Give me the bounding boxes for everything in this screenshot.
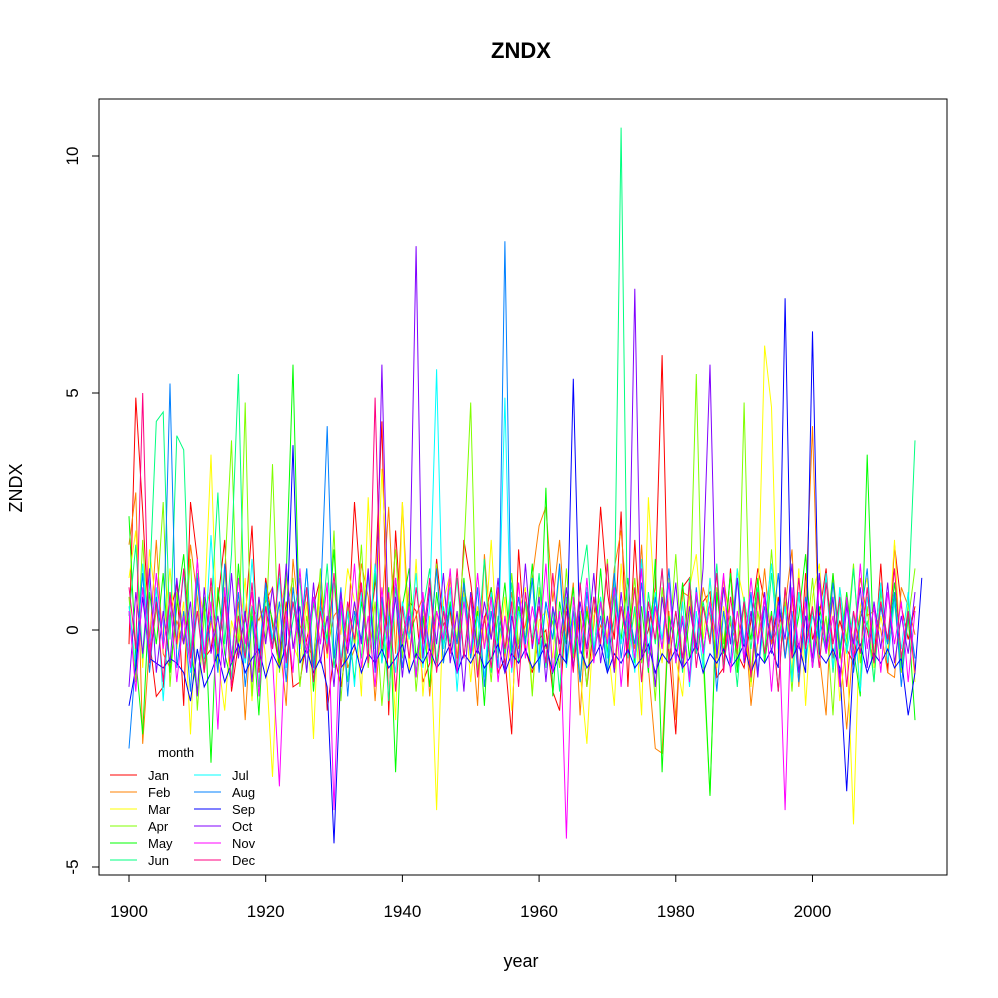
x-tick-label: 2000 [794,902,832,921]
axes-layer: 1900 1920 1940 1960 1980 2000 -5 0 5 10 [63,147,831,921]
series-line-dec [128,392,916,692]
legend-label-aug: Aug [232,785,255,800]
legend-label-jun: Jun [148,853,169,868]
x-axis-label: year [503,951,538,971]
y-tick-label: -5 [63,859,82,874]
series-line-apr [128,373,916,796]
legend-label-jan: Jan [148,768,169,783]
series-line-jul [128,369,916,702]
legend-label-sep: Sep [232,802,255,817]
series-line-jan [128,355,916,735]
series-line-mar [128,345,916,825]
series-layer [128,127,923,844]
x-tick-label: 1980 [657,902,695,921]
series-line-sep [128,298,923,844]
x-tick-label: 1960 [520,902,558,921]
legend-label-apr: Apr [148,819,169,834]
legend-label-oct: Oct [232,819,253,834]
legend-label-jul: Jul [232,768,249,783]
x-tick-label: 1900 [110,902,148,921]
series-line-oct [128,246,916,697]
y-tick-label: 5 [63,388,82,397]
y-axis-label: ZNDX [6,464,26,513]
legend: month Jan Feb Mar Apr May Jun Jul Aug Sep Oct Nov D… [110,745,256,868]
legend-label-feb: Feb [148,785,170,800]
legend-label-may: May [148,836,173,851]
series-line-may [128,364,916,796]
y-tick-label: 10 [63,147,82,166]
y-tick-label: 0 [63,625,82,634]
plot-frame [98,98,948,876]
legend-label-mar: Mar [148,802,171,817]
x-tick-label: 1920 [247,902,285,921]
legend-label-nov: Nov [232,836,256,851]
chart-title: ZNDX [491,38,551,63]
series-line-nov [128,558,916,839]
x-tick-label: 1940 [383,902,421,921]
legend-title: month [158,745,194,760]
legend-label-dec: Dec [232,853,256,868]
